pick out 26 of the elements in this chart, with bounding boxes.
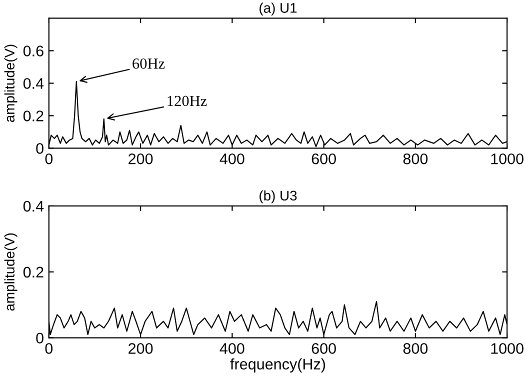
annotation: 120Hz [168,96,207,106]
x-tick-label: 400 [220,153,244,164]
x-tick-label: 1000 [491,343,524,354]
x-tick-label: 600 [312,153,336,164]
x-tick-label: 200 [128,153,153,164]
y-tick-label: 0.4 [23,200,44,212]
y-tick-label: 0.2 [23,266,44,278]
chart-title: (b) U3 [260,190,297,204]
y-tick-label: 0.6 [23,46,44,56]
y-axis-title: amplitude(V) [4,44,18,122]
x-axis-title: frequency(Hz) [230,358,326,373]
y-tick-label: 0 [36,332,44,344]
y-tick-label: 0.2 [23,110,44,122]
y-axis-title: amplitude(V) [4,233,18,311]
x-tick-label: 800 [403,153,428,164]
x-tick-label: 400 [220,343,244,354]
x-tick-label: 0 [45,343,53,354]
annotation: 60Hz [132,58,165,69]
x-tick-label: 0 [45,153,53,164]
chart-title: (a) U1 [260,2,297,16]
x-tick-label: 1000 [491,153,524,164]
y-tick-label: 0 [36,143,44,154]
x-tick-label: 200 [128,343,153,354]
x-tick-label: 600 [312,343,336,354]
x-tick-label: 800 [403,343,428,354]
y-tick-label: 0.4 [23,78,44,89]
